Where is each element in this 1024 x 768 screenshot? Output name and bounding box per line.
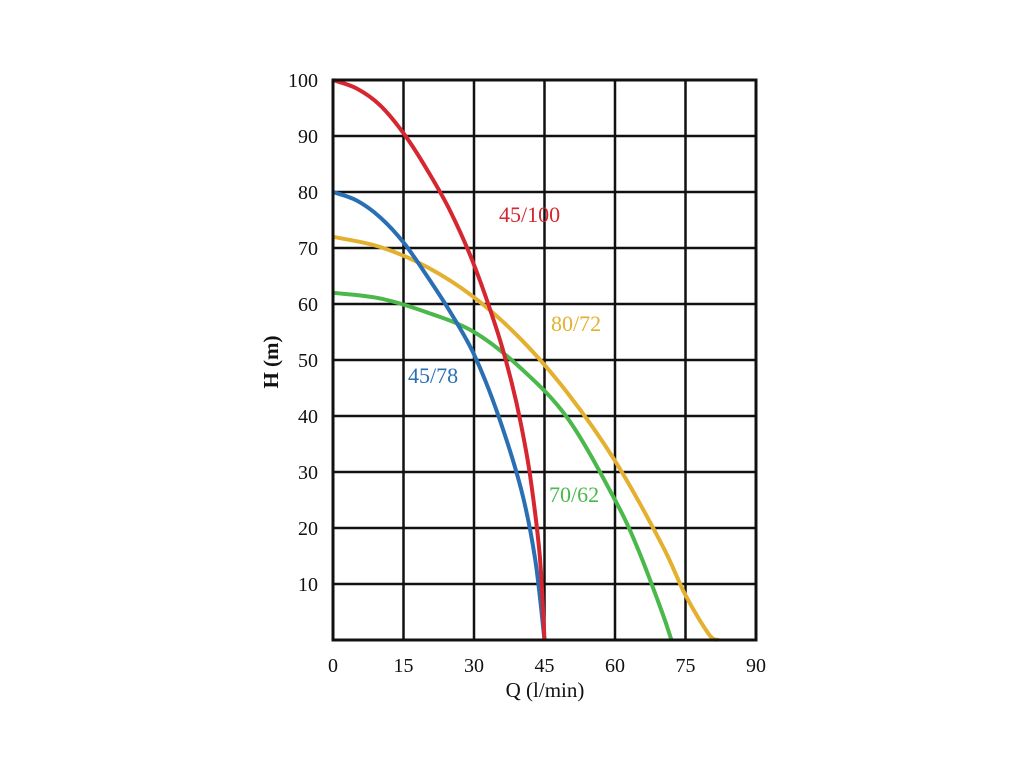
x-ticks: 0 15 30 45 60 75 90	[328, 655, 766, 677]
y-tick-label: 60	[298, 294, 318, 316]
x-tick-label: 15	[394, 655, 414, 677]
x-axis-title: Q (l/min)	[506, 678, 585, 702]
y-ticks: 10 20 30 40 50 60 70 80 90 100	[288, 70, 318, 596]
curve-label-70-62: 70/62	[549, 482, 599, 507]
series-line-45-100	[332, 78, 547, 641]
x-tick-label: 30	[464, 655, 484, 677]
y-tick-label: 30	[298, 462, 318, 484]
grid	[333, 80, 756, 640]
plot-frame	[331, 78, 758, 642]
x-tick-label: 0	[328, 655, 338, 677]
x-tick-label: 45	[535, 655, 555, 677]
x-tick-label: 75	[676, 655, 696, 677]
x-tick-label: 60	[605, 655, 625, 677]
y-axis-title: H (m)	[259, 335, 283, 388]
curve-label-45-100: 45/100	[499, 202, 560, 227]
y-tick-label: 40	[298, 406, 318, 428]
y-tick-label: 100	[288, 70, 318, 92]
y-tick-label: 90	[298, 126, 318, 148]
y-tick-label: 20	[298, 518, 318, 540]
y-tick-label: 70	[298, 238, 318, 260]
curves	[332, 78, 720, 642]
curve-label-45-78: 45/78	[408, 363, 458, 388]
y-tick-label: 80	[298, 182, 318, 204]
y-tick-label: 10	[298, 574, 318, 596]
x-tick-label: 90	[746, 655, 766, 677]
series-line-70-62	[332, 290, 674, 641]
series-line-45-78	[332, 190, 547, 641]
y-tick-label: 50	[298, 350, 318, 372]
curve-label-80-72: 80/72	[551, 311, 601, 336]
